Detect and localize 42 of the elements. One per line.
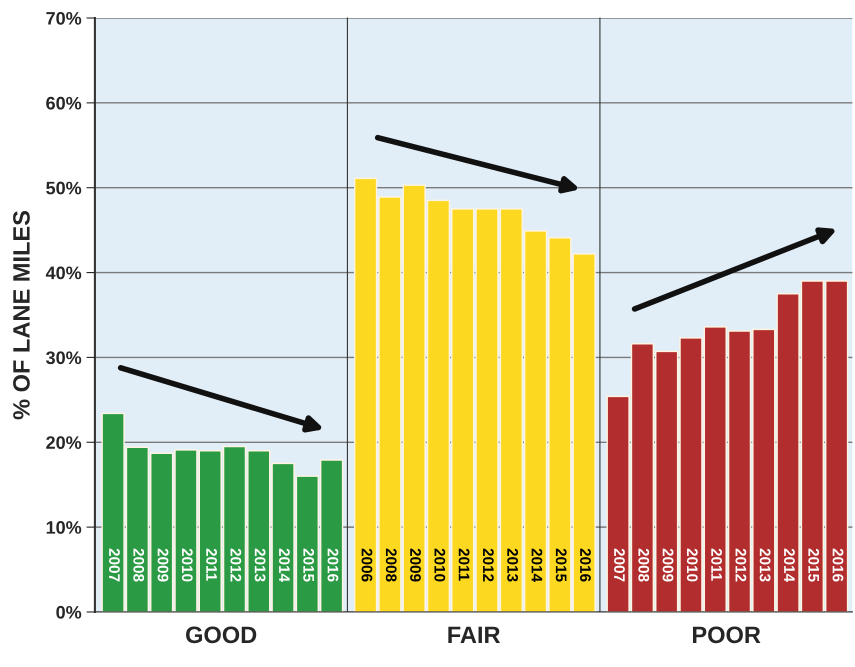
x-tick-label: 2014	[531, 548, 542, 582]
x-tick-label: 2011	[711, 548, 722, 581]
x-tick-label: 2007	[614, 548, 625, 582]
y-tick-label: 20%	[46, 436, 82, 449]
x-tick-label: 2009	[662, 548, 674, 582]
x-tick-label: 2016	[832, 548, 844, 582]
y-axis-title: % OF LANE MILES	[13, 210, 30, 420]
x-tick-label: 2011	[458, 548, 470, 581]
x-tick-label: 2015	[303, 548, 314, 582]
x-tick-label: 2010	[434, 548, 446, 582]
y-tick-label: 70%	[46, 12, 82, 25]
x-axis-title: FAIR	[448, 626, 500, 643]
x-tick-label: 2012	[230, 548, 242, 582]
x-tick-label: 2011	[206, 548, 217, 581]
x-tick-label: 2010	[182, 548, 193, 582]
y-tick-label: 40%	[46, 266, 82, 280]
x-tick-label: 2014	[784, 548, 795, 582]
x-axis-title: POOR	[692, 626, 760, 644]
x-tick-label: 2010	[686, 548, 698, 582]
x-tick-label: 2008	[638, 548, 650, 582]
x-tick-label: 2013	[507, 548, 518, 582]
x-tick-label: 2014	[278, 548, 290, 582]
x-tick-label: 2013	[254, 548, 266, 582]
x-tick-label: 2015	[556, 548, 567, 582]
x-tick-label: 2006	[362, 548, 372, 582]
x-tick-label: 2013	[760, 548, 771, 582]
x-tick-label: 2009	[158, 548, 168, 582]
y-tick-label: 0%	[56, 606, 82, 619]
x-tick-label: 2008	[386, 548, 397, 582]
x-tick-label: 2012	[735, 548, 746, 582]
y-tick-label: 50%	[46, 182, 82, 194]
x-tick-label: 2016	[328, 548, 338, 582]
x-tick-label: 2007	[109, 548, 120, 582]
y-tick-label: 60%	[46, 96, 82, 110]
y-tick-label: 30%	[46, 351, 82, 364]
x-tick-label: 2012	[482, 548, 494, 582]
x-tick-label: 2009	[410, 548, 421, 582]
x-axis-title: GOOD	[186, 626, 256, 644]
x-tick-label: 2016	[580, 548, 591, 582]
x-tick-label: 2015	[808, 548, 820, 582]
y-tick-label: 10%	[46, 521, 82, 534]
x-tick-label: 2008	[133, 548, 144, 582]
